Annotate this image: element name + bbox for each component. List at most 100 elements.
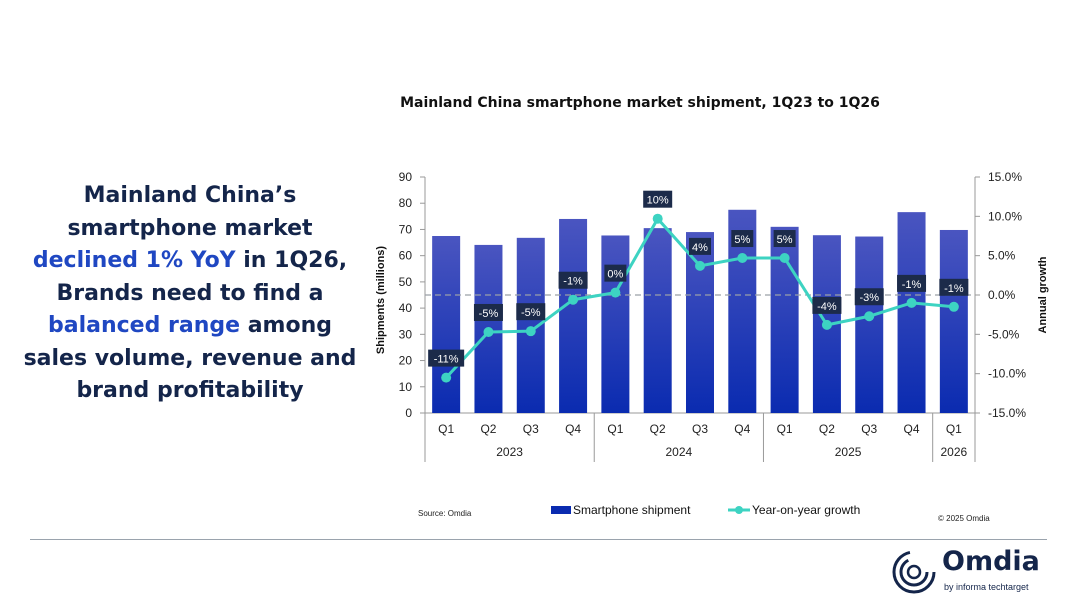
shipment-bar: [559, 218, 588, 413]
y-tick-label: 80: [399, 196, 413, 210]
shipment-bar: [897, 212, 926, 413]
growth-label-bg: [897, 274, 927, 292]
growth-data-label: 4%: [692, 242, 708, 254]
x-tick-label: Q3: [692, 422, 708, 436]
growth-data-label: 0%: [607, 269, 623, 281]
growth-label-bg: [731, 230, 754, 248]
year-label: 2025: [835, 445, 862, 459]
growth-point: [610, 287, 621, 298]
growth-label-bg: [604, 264, 627, 282]
growth-label-bg: [558, 271, 588, 289]
legend-bar-label: Smartphone shipment: [573, 503, 691, 517]
omdia-logo: Omdia by informa techtarget: [890, 546, 1050, 598]
growth-point: [695, 260, 705, 271]
legend: Smartphone shipment Year-on-year growth: [551, 503, 860, 517]
copyright-note: © 2025 Omdia: [938, 514, 990, 523]
growth-point: [821, 319, 832, 330]
headline-text: among sales volume, revenue and brand pr…: [23, 313, 357, 403]
year-label: 2026: [940, 445, 967, 459]
x-tick-label: Q1: [607, 422, 623, 436]
y2-tick-label: -10.0%: [988, 367, 1026, 381]
growth-label-bg: [473, 303, 503, 321]
x-tick-label: Q1: [777, 422, 793, 436]
growth-point: [948, 301, 959, 312]
growth-label-bg: [643, 190, 673, 208]
growth-label-bg: [812, 296, 842, 314]
growth-point: [652, 213, 663, 224]
growth-label-bg: [428, 349, 465, 367]
y-tick-label: 40: [399, 301, 413, 315]
growth-point: [483, 326, 494, 337]
omdia-logo-icon: [892, 550, 936, 594]
growth-data-label: -11%: [434, 354, 459, 366]
logo-wordmark: Omdia: [942, 546, 1040, 577]
x-tick-label: Q4: [734, 422, 750, 436]
year-label: 2023: [496, 445, 523, 459]
growth-data-label: -1%: [563, 276, 583, 288]
y2-tick-label: 0.0%: [988, 288, 1016, 302]
year-label: 2024: [665, 445, 692, 459]
x-tick-label: Q1: [946, 422, 962, 436]
headline-text: in 1Q26, Brands need to find a: [56, 248, 348, 306]
growth-data-label: -1%: [944, 283, 964, 295]
growth-point: [441, 372, 452, 383]
legend-line-label: Year-on-year growth: [752, 503, 860, 517]
shipment-bar: [601, 235, 630, 413]
growth-data-label: -5%: [479, 308, 499, 320]
headline-highlight: balanced range: [48, 313, 241, 338]
y2-tick-label: 5.0%: [988, 249, 1016, 263]
x-tick-label: Q2: [650, 422, 666, 436]
x-tick-label: Q4: [565, 422, 581, 436]
y2-tick-label: -15.0%: [988, 406, 1026, 420]
growth-point: [864, 311, 875, 322]
logo-tagline: by informa techtarget: [944, 582, 1029, 592]
shipment-bar: [686, 232, 714, 413]
divider: [30, 539, 1047, 540]
headline-highlight: declined 1% YoY: [32, 248, 236, 273]
y-tick-label: 70: [399, 222, 413, 236]
y-tick-label: 0: [405, 406, 412, 420]
growth-label-bg: [516, 303, 546, 321]
shipment-bar: [432, 236, 461, 413]
y2-tick-label: 10.0%: [988, 209, 1022, 223]
x-tick-label: Q4: [904, 422, 920, 436]
chart-title: Mainland China smartphone market shipmen…: [400, 95, 880, 111]
growth-data-label: -1%: [902, 279, 922, 291]
x-tick-label: Q3: [861, 422, 877, 436]
growth-label-bg: [939, 278, 969, 296]
growth-point: [779, 253, 790, 264]
growth-point: [737, 253, 748, 264]
y2-tick-label: 15.0%: [988, 170, 1022, 184]
growth-data-label: -3%: [859, 292, 879, 304]
x-tick-label: Q2: [819, 422, 835, 436]
shipment-bar: [855, 236, 884, 413]
growth-label-bg: [689, 237, 711, 255]
y-tick-label: 60: [399, 249, 413, 263]
x-tick-label: Q3: [523, 422, 539, 436]
growth-data-label: -5%: [521, 307, 541, 319]
headline: Mainland China’s smartphone market decli…: [20, 180, 360, 408]
growth-data-label: 5%: [777, 234, 793, 246]
y-tick-label: 50: [399, 275, 413, 289]
growth-point: [906, 297, 917, 308]
chart: Mainland China smartphone market shipmen…: [375, 95, 1049, 523]
growth-data-label: 10%: [647, 195, 669, 207]
headline-text: Mainland China’s smartphone market: [67, 183, 313, 241]
y-tick-label: 10: [399, 380, 413, 394]
y2-axis-label: Annual growth: [1037, 256, 1049, 333]
growth-label-bg: [773, 230, 796, 248]
legend-line-marker: [735, 506, 743, 514]
y-tick-label: 30: [399, 327, 413, 341]
growth-data-label: 5%: [734, 234, 750, 246]
growth-point: [568, 294, 579, 305]
y-axis-label: Shipments (millions): [375, 246, 387, 355]
x-tick-label: Q1: [438, 422, 454, 436]
source-note: Source: Omdia: [418, 509, 472, 518]
shipment-bar: [939, 229, 968, 413]
y-tick-label: 90: [399, 170, 413, 184]
shipment-bar: [643, 228, 672, 413]
x-tick-label: Q2: [480, 422, 496, 436]
y-tick-label: 20: [399, 354, 413, 368]
legend-bar-swatch: [551, 506, 571, 514]
y2-tick-label: -5.0%: [988, 327, 1020, 341]
